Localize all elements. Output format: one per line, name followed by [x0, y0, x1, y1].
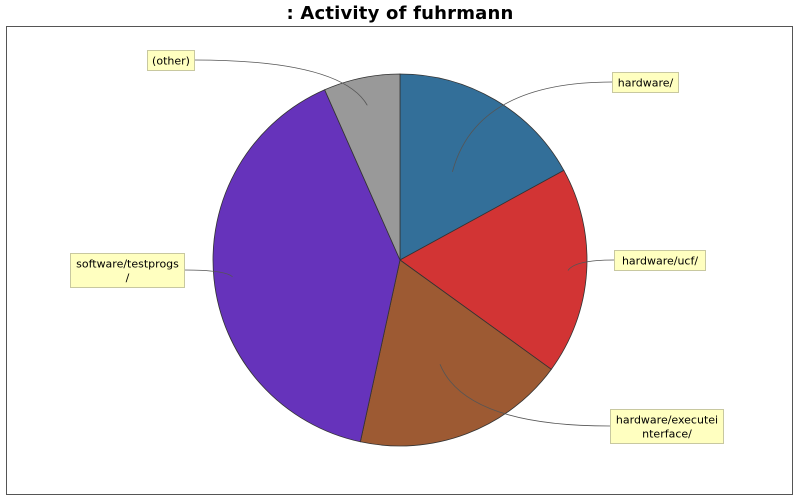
pie-slice-4: [212, 89, 401, 443]
slice-label-box-3: [610, 409, 724, 444]
leader-line-3: [439, 364, 611, 427]
pie-slice-3: [359, 259, 552, 447]
slice-label-box-1: [612, 72, 679, 93]
slice-label-2: hardware/ucf/: [622, 255, 698, 268]
slice-label-4: software/testprogs /: [76, 258, 179, 285]
slice-label-box-2: [614, 250, 706, 271]
slice-label-5: (other): [152, 55, 190, 68]
pie-slice-5: [324, 73, 401, 261]
pie-slice-1: [399, 73, 565, 261]
slice-label-line: (other): [152, 55, 190, 68]
pie-slices: [212, 73, 588, 447]
leader-line-2: [567, 259, 615, 271]
slice-label-box-4: [70, 253, 185, 288]
slice-label-box-5: [147, 50, 195, 71]
slice-label-line: hardware/: [618, 77, 674, 90]
leader-line-4: [183, 269, 233, 278]
pie-slice-2: [399, 169, 588, 370]
chart-title: : Activity of fuhrmann: [286, 3, 514, 24]
slice-label-1: hardware/: [618, 77, 674, 90]
slice-label-line: hardware/ucf/: [622, 255, 698, 268]
slice-label-3: hardware/executei nterface/: [616, 414, 718, 441]
leader-line-5: [193, 59, 368, 106]
leader-line-1: [452, 81, 613, 173]
slice-labels: hardware/hardware/ucf/hardware/executei n…: [70, 50, 724, 444]
label-leader-lines: [183, 59, 615, 427]
slice-label-line: software/testprogs: [76, 258, 179, 271]
slice-label-line: /: [126, 272, 130, 285]
slice-label-line: hardware/executei: [616, 414, 718, 427]
slice-label-line: nterface/: [642, 428, 692, 441]
